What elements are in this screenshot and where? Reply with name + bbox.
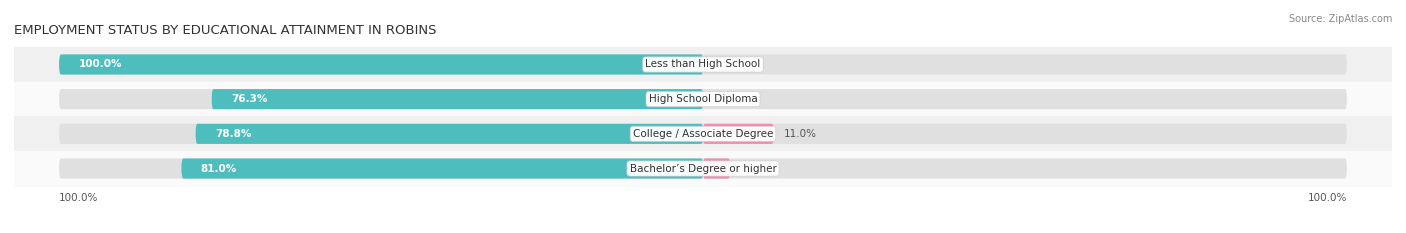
Text: 0.0%: 0.0%	[713, 94, 740, 104]
FancyBboxPatch shape	[59, 158, 1347, 178]
Bar	[14, 116, 1392, 151]
FancyBboxPatch shape	[703, 158, 730, 178]
Bar	[14, 82, 1392, 116]
FancyBboxPatch shape	[59, 55, 1347, 75]
Text: 4.2%: 4.2%	[740, 164, 766, 174]
Text: 11.0%: 11.0%	[783, 129, 817, 139]
Text: 76.3%: 76.3%	[231, 94, 267, 104]
FancyBboxPatch shape	[59, 55, 703, 75]
FancyBboxPatch shape	[181, 158, 703, 178]
FancyBboxPatch shape	[59, 89, 1347, 109]
Bar	[14, 47, 1392, 82]
Bar	[14, 151, 1392, 186]
Text: 78.8%: 78.8%	[215, 129, 252, 139]
Text: 100.0%: 100.0%	[79, 59, 122, 69]
Text: 81.0%: 81.0%	[201, 164, 238, 174]
Text: College / Associate Degree: College / Associate Degree	[633, 129, 773, 139]
FancyBboxPatch shape	[195, 124, 703, 144]
Text: Less than High School: Less than High School	[645, 59, 761, 69]
FancyBboxPatch shape	[703, 124, 773, 144]
Text: Bachelor’s Degree or higher: Bachelor’s Degree or higher	[630, 164, 776, 174]
Text: Source: ZipAtlas.com: Source: ZipAtlas.com	[1288, 14, 1392, 24]
FancyBboxPatch shape	[212, 89, 703, 109]
FancyBboxPatch shape	[59, 124, 1347, 144]
Text: 100.0%: 100.0%	[1308, 193, 1347, 203]
Text: 0.0%: 0.0%	[713, 59, 740, 69]
Text: High School Diploma: High School Diploma	[648, 94, 758, 104]
Text: EMPLOYMENT STATUS BY EDUCATIONAL ATTAINMENT IN ROBINS: EMPLOYMENT STATUS BY EDUCATIONAL ATTAINM…	[14, 24, 436, 37]
Text: 100.0%: 100.0%	[59, 193, 98, 203]
